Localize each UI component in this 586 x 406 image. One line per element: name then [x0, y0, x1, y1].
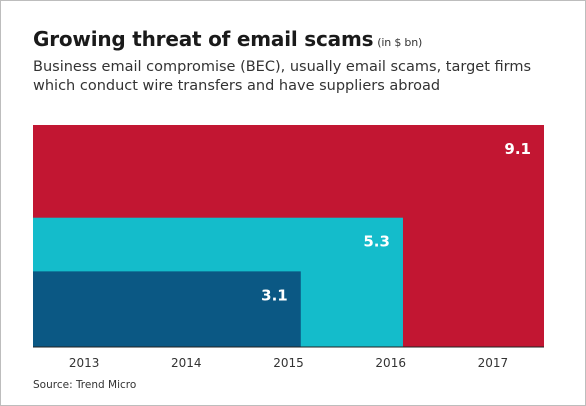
value-label-2017: 9.1	[504, 140, 531, 158]
chart-title: Growing threat of email scams (in $ bn)	[33, 27, 423, 51]
value-label-2015: 3.1	[261, 286, 288, 304]
x-tick-label-2013: 2013	[69, 356, 100, 370]
x-tick-label-2015: 2015	[273, 356, 304, 370]
bar-2015	[33, 271, 301, 347]
x-tick-label-2014: 2014	[171, 356, 202, 370]
x-tick-label-2016: 2016	[375, 356, 406, 370]
chart-subtitle: Business email compromise (BEC), usually…	[33, 59, 532, 94]
x-tick-label-2017: 2017	[478, 356, 509, 370]
value-label-2016: 5.3	[363, 233, 390, 251]
chart-source: Source: Trend Micro	[33, 379, 137, 391]
chart-unit-note: (in $ bn)	[377, 36, 423, 49]
